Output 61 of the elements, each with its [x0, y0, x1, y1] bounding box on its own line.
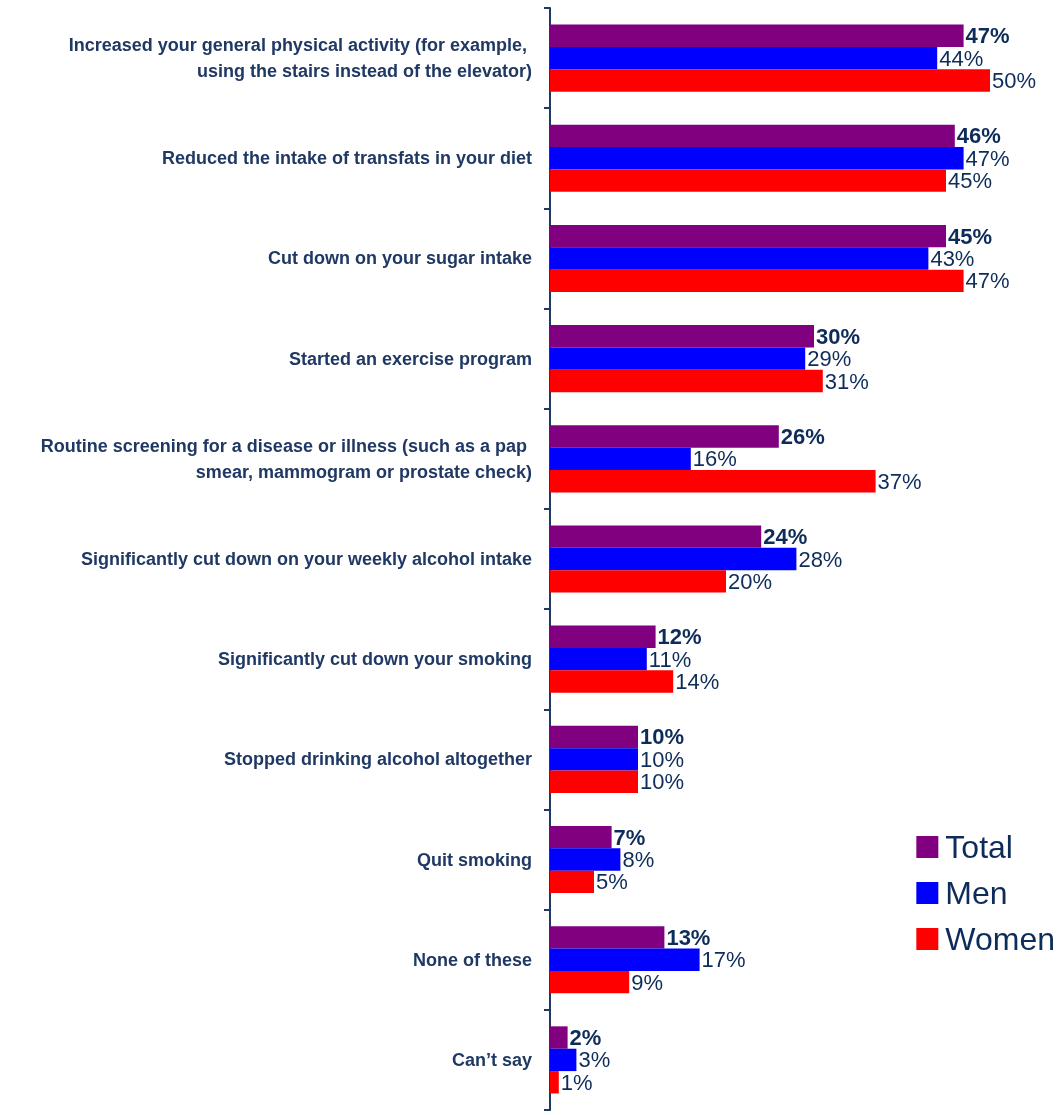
bar	[550, 748, 638, 771]
y-tick-label: Increased your general physical activity (for example, using the stairs instead of the elevator)	[68, 35, 532, 82]
y-tick-label: Reduced the intake of transfats in your diet	[161, 148, 532, 169]
bar	[550, 1048, 577, 1072]
data-label: 17%	[701, 947, 746, 973]
y-tick-label: Routine screening for a disease or illness (such as a pap smear, mammogram or prostate check)	[40, 435, 532, 482]
bar	[550, 825, 612, 849]
y-tick-label: Stopped drinking alcohol altogether	[223, 749, 532, 770]
bar	[550, 770, 638, 793]
data-label: 14%	[675, 669, 720, 695]
bar	[550, 647, 647, 671]
data-label: 9%	[631, 969, 663, 995]
legend-label: Women	[945, 921, 1055, 957]
y-tick-label: Started an exercise program	[288, 348, 532, 369]
bar	[550, 1026, 568, 1049]
bar	[550, 69, 990, 92]
data-label: 26%	[780, 423, 825, 449]
y-tick-label: Significantly cut down on your weekly alcohol intake	[80, 549, 532, 569]
data-label: 45%	[948, 168, 993, 194]
bar	[550, 169, 946, 192]
bar	[550, 848, 621, 871]
data-label: 47%	[965, 268, 1010, 294]
bar	[550, 948, 700, 971]
legend-label: Total	[945, 829, 1013, 865]
bar	[550, 570, 726, 593]
bar	[550, 347, 806, 370]
data-label: 10%	[640, 769, 685, 795]
bar	[550, 325, 814, 348]
data-label: 7%	[613, 824, 646, 850]
bar	[550, 447, 691, 471]
bar	[550, 970, 630, 994]
y-tick-label: Cut down on your sugar intake	[267, 248, 532, 269]
y-tick-label: None of these	[412, 949, 532, 970]
y-tick-label: Significantly cut down your smoking	[217, 649, 532, 670]
bar	[550, 547, 797, 571]
bar	[550, 870, 594, 894]
data-label: 50%	[992, 67, 1037, 93]
y-tick-label: Quit smoking	[416, 849, 532, 870]
bar	[550, 725, 638, 749]
bar	[550, 147, 964, 170]
bar	[550, 525, 762, 548]
data-label: 16%	[692, 446, 737, 472]
bar	[550, 470, 876, 493]
bar	[550, 24, 964, 47]
bar	[550, 269, 964, 293]
bar	[550, 926, 665, 949]
bar	[550, 124, 955, 148]
bar	[550, 247, 929, 270]
bar	[550, 425, 779, 448]
y-tick-label: Can’t say	[451, 1049, 532, 1070]
data-label: 20%	[728, 568, 773, 594]
legend-label: Men	[945, 875, 1008, 911]
data-label: 37%	[877, 468, 922, 494]
data-label: 30%	[816, 323, 861, 349]
bar	[550, 46, 938, 70]
bar	[550, 670, 674, 693]
bar	[550, 1071, 559, 1094]
bar	[550, 625, 656, 648]
bar	[550, 369, 823, 393]
data-label: 13%	[666, 924, 711, 950]
bar	[550, 224, 946, 248]
